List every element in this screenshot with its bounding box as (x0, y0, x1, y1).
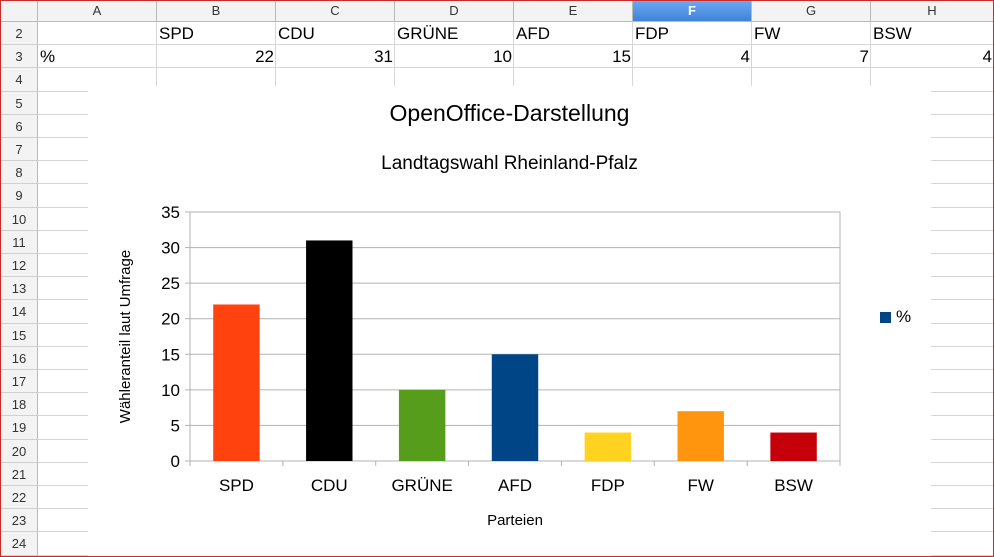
row-header-21[interactable]: 21 (1, 462, 38, 486)
x-tick-label: SPD (219, 476, 254, 495)
cell-e2[interactable]: AFD (516, 24, 550, 43)
legend-swatch (880, 311, 891, 323)
column-header-d[interactable]: D (395, 1, 514, 22)
chart-legend: % (880, 307, 911, 327)
row-header-20[interactable]: 20 (1, 439, 38, 463)
bar-fw (677, 411, 724, 461)
cell-f3[interactable]: 4 (740, 47, 750, 67)
column-header-g[interactable]: G (752, 1, 871, 22)
cell-e3[interactable]: 15 (612, 47, 631, 67)
cell-b3[interactable]: 22 (255, 47, 274, 67)
column-header-a[interactable]: A (38, 1, 157, 22)
cell-d2[interactable]: GRÜNE (397, 24, 459, 43)
select-all-corner[interactable] (1, 1, 38, 22)
y-tick-label: 30 (161, 239, 180, 258)
row-header-15[interactable]: 15 (1, 323, 38, 347)
y-tick-label: 10 (161, 381, 180, 400)
y-tick-label: 0 (171, 452, 180, 471)
bar-spd (213, 304, 260, 461)
cell-c3[interactable]: 31 (374, 47, 393, 67)
row-header-16[interactable]: 16 (1, 346, 38, 370)
column-header-c[interactable]: C (276, 1, 395, 22)
y-tick-label: 35 (161, 203, 180, 222)
x-tick-label: FW (687, 476, 713, 495)
y-tick-label: 20 (161, 310, 180, 329)
chart-plot-area: 0 5 10 15 20 25 30 35 SPD CDU GRÜNE AFD FDP FW BSW Part… (117, 203, 841, 529)
row-gridline (38, 44, 994, 46)
x-axis-label: Parteien (487, 512, 543, 529)
bar-afd (491, 354, 539, 461)
x-tick-label: FDP (591, 476, 625, 495)
chart-subtitle: Landtagswahl Rheinland-Pfalz (381, 153, 638, 174)
legend-label: % (896, 307, 912, 326)
row-header-8[interactable]: 8 (1, 161, 38, 185)
row-gridline (38, 67, 994, 69)
y-tick-label: 25 (161, 274, 180, 293)
bar-fdp (584, 432, 632, 461)
column-header-f[interactable]: F (633, 1, 752, 22)
cell-d3[interactable]: 10 (493, 47, 512, 67)
bar-grüne (398, 389, 446, 461)
cell-c2[interactable]: CDU (278, 24, 315, 43)
x-tick-label: BSW (774, 476, 813, 495)
bar-cdu (306, 240, 353, 461)
row-header-3[interactable]: 3 (1, 45, 38, 69)
row-header-11[interactable]: 11 (1, 230, 38, 254)
row-header-6[interactable]: 6 (1, 114, 38, 138)
x-tick-label: CDU (311, 476, 348, 495)
cell-f2[interactable]: FDP (635, 24, 669, 43)
y-axis-label: Wähleranteil laut Umfrage (117, 250, 134, 423)
row-header-4[interactable]: 4 (1, 68, 38, 92)
y-tick-label: 15 (161, 345, 180, 364)
row-header-19[interactable]: 19 (1, 416, 38, 440)
cell-h2[interactable]: BSW (873, 24, 912, 43)
cell-h3[interactable]: 4 (982, 47, 992, 67)
row-header-17[interactable]: 17 (1, 370, 38, 394)
bar-bsw (770, 432, 817, 461)
column-header-e[interactable]: E (514, 1, 633, 22)
row-header-24[interactable]: 24 (1, 532, 38, 556)
row-header-7[interactable]: 7 (1, 138, 38, 162)
row-header-9[interactable]: 9 (1, 184, 38, 208)
x-tick-label: AFD (498, 476, 532, 495)
chart[interactable]: OpenOffice-Darstellung Landtagswahl Rhei… (88, 86, 931, 557)
row-header-18[interactable]: 18 (1, 393, 38, 417)
row-header-12[interactable]: 12 (1, 254, 38, 278)
row-header-23[interactable]: 23 (1, 509, 38, 533)
row-header-10[interactable]: 10 (1, 207, 38, 231)
cell-a3[interactable]: % (40, 47, 56, 67)
column-header-b[interactable]: B (157, 1, 276, 22)
row-header-2[interactable]: 2 (1, 22, 38, 46)
cell-g3[interactable]: 7 (859, 47, 869, 67)
row-header-14[interactable]: 14 (1, 300, 38, 324)
row-header-22[interactable]: 22 (1, 486, 38, 510)
y-tick-label: 5 (171, 416, 180, 435)
cell-a2[interactable] (38, 22, 159, 45)
chart-title: OpenOffice-Darstellung (389, 100, 630, 126)
row-header-5[interactable]: 5 (1, 91, 38, 115)
row-header-13[interactable]: 13 (1, 277, 38, 301)
x-tick-label: GRÜNE (391, 476, 452, 495)
cell-g2[interactable]: FW (754, 24, 781, 43)
cell-b2[interactable]: SPD (159, 24, 194, 43)
column-header-h[interactable]: H (871, 1, 994, 22)
